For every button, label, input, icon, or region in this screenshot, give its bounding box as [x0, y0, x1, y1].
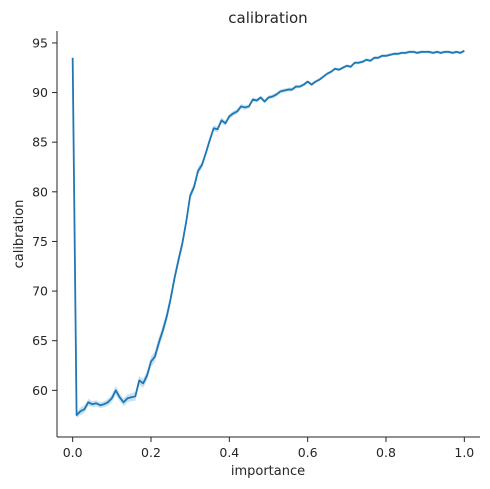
x-tick-label: 0.2: [141, 445, 161, 460]
x-tick-label: 1.0: [454, 445, 474, 460]
y-tick-label: 70: [32, 284, 48, 299]
confidence-band: [72, 49, 465, 419]
x-tick-label: 0.4: [219, 445, 239, 460]
y-tick-label: 80: [32, 184, 48, 199]
x-axis-title: importance: [231, 464, 305, 479]
calibration-series-line: [71, 50, 465, 417]
y-tick-label: 85: [32, 135, 48, 150]
chart-title: calibration: [228, 9, 307, 27]
x-tick-label: 0.0: [63, 445, 83, 460]
x-axis-ticks: 0.0 0.2 0.4 0.6 0.8 1.0: [63, 437, 474, 460]
y-tick-label: 90: [32, 85, 48, 100]
plot-area: [71, 49, 465, 419]
y-axis-title: calibration: [12, 200, 27, 269]
y-tick-label: 65: [32, 333, 48, 348]
y-tick-label: 95: [32, 35, 48, 50]
y-tick-label: 75: [32, 234, 48, 249]
y-axis-ticks: 60 65 70 75 80 85 90 95: [32, 35, 57, 398]
x-tick-label: 0.6: [298, 445, 318, 460]
y-tick-label: 60: [32, 383, 48, 398]
x-tick-label: 0.8: [376, 445, 396, 460]
